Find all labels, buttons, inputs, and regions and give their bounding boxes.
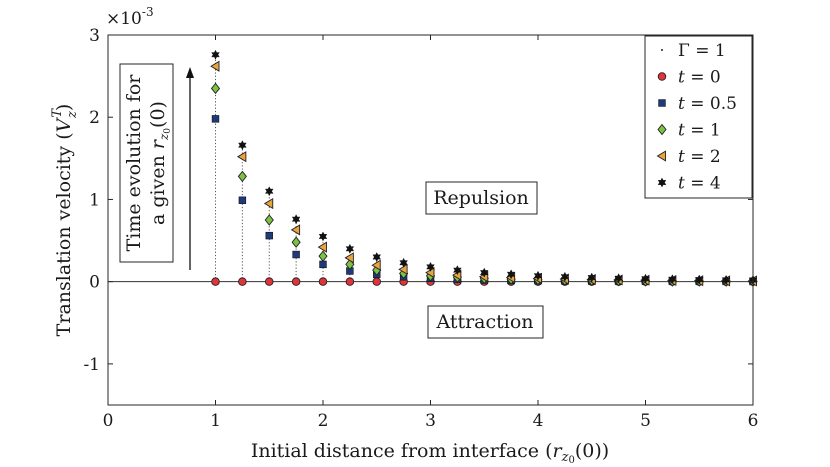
data-point [263, 197, 274, 210]
y-tick-label: 0 [89, 273, 100, 293]
attraction-label: Attraction [435, 311, 533, 333]
data-point [345, 243, 355, 254]
data-point [721, 274, 731, 285]
data-point [319, 260, 327, 269]
data-point [265, 277, 274, 286]
data-point [290, 224, 301, 236]
data-point [291, 277, 301, 286]
legend-label: t = 0.5 [678, 94, 737, 114]
legend-marker [661, 49, 663, 51]
x-tick-label: 0 [103, 411, 114, 431]
data-point [292, 250, 300, 259]
repulsion-label: Repulsion [433, 187, 529, 209]
data-point [344, 252, 354, 264]
y-tick-label: -1 [83, 355, 100, 375]
x-tick-label: 5 [640, 411, 651, 431]
repulsion-box [425, 181, 538, 215]
data-point [533, 270, 543, 281]
data-point [614, 273, 623, 284]
legend-label: Γ = 1 [678, 41, 726, 61]
y-multiplier: ×10-3 [106, 5, 154, 29]
data-point [345, 277, 355, 286]
x-axis-label: Initial distance from interface (rz0(0)) [251, 440, 609, 466]
data-point [668, 274, 677, 285]
x-tick-label: 4 [533, 411, 544, 431]
data-point [318, 250, 328, 262]
data-point [479, 267, 489, 278]
x-tick-label: 1 [210, 411, 221, 431]
legend-marker [657, 177, 667, 188]
time-evolution-line2: a given rz0(0) [147, 101, 173, 225]
data-point [426, 261, 435, 272]
data-point [318, 231, 328, 242]
data-point [238, 140, 247, 151]
legend-marker [657, 123, 667, 136]
y-tick-label: 3 [89, 26, 100, 46]
data-point [560, 271, 570, 282]
data-point [398, 263, 408, 275]
data-point [291, 236, 301, 248]
data-point [372, 277, 382, 286]
legend-marker [657, 72, 667, 81]
y-tick-label: 2 [89, 108, 100, 128]
axis-ticks: 0 1 2 3 4 5 6 -1 0 1 2 3 [83, 26, 758, 431]
time-evolution-line1: Time evolution for [123, 74, 145, 252]
data-point [318, 277, 328, 286]
data-point [372, 252, 382, 262]
legend-marker [656, 150, 666, 162]
legend-box [644, 35, 753, 199]
data-point [399, 257, 408, 268]
y-tick-label: 1 [89, 190, 100, 210]
x-tick-label: 2 [318, 411, 329, 431]
x-tick-label: 3 [425, 411, 436, 431]
legend-label: t = 2 [678, 147, 721, 167]
data-point [264, 214, 274, 226]
data-point [317, 241, 327, 253]
data-point [453, 265, 462, 276]
y-axis-label: Translation velocity (VTz) [50, 104, 80, 337]
legend: Γ = 1 t = 0 t = 0.5 t = 1 t = 2 t = 4 [656, 41, 737, 194]
data-point [371, 259, 381, 271]
x-tick-label: 6 [748, 411, 759, 431]
data-point [211, 49, 220, 60]
data-point [265, 231, 273, 240]
data-point [238, 196, 247, 204]
legend-label: t = 4 [678, 174, 721, 194]
time-evolution-box [119, 63, 174, 263]
attraction-box [427, 305, 544, 339]
time-evolution-arrow-head [186, 67, 194, 78]
data-point [237, 170, 247, 183]
data-point [506, 269, 516, 280]
data-point [291, 214, 301, 225]
legend-label: t = 0 [678, 68, 721, 88]
data-point [210, 60, 220, 72]
data-point [211, 115, 220, 123]
data-point [210, 82, 221, 95]
data-point [237, 151, 247, 163]
data-point [264, 186, 274, 197]
legend-label: t = 1 [678, 121, 721, 141]
data-point [211, 277, 220, 286]
data-point [587, 272, 597, 283]
data-point [694, 274, 704, 285]
data-point [238, 277, 247, 286]
legend-marker [658, 99, 666, 107]
data-point [641, 273, 650, 284]
